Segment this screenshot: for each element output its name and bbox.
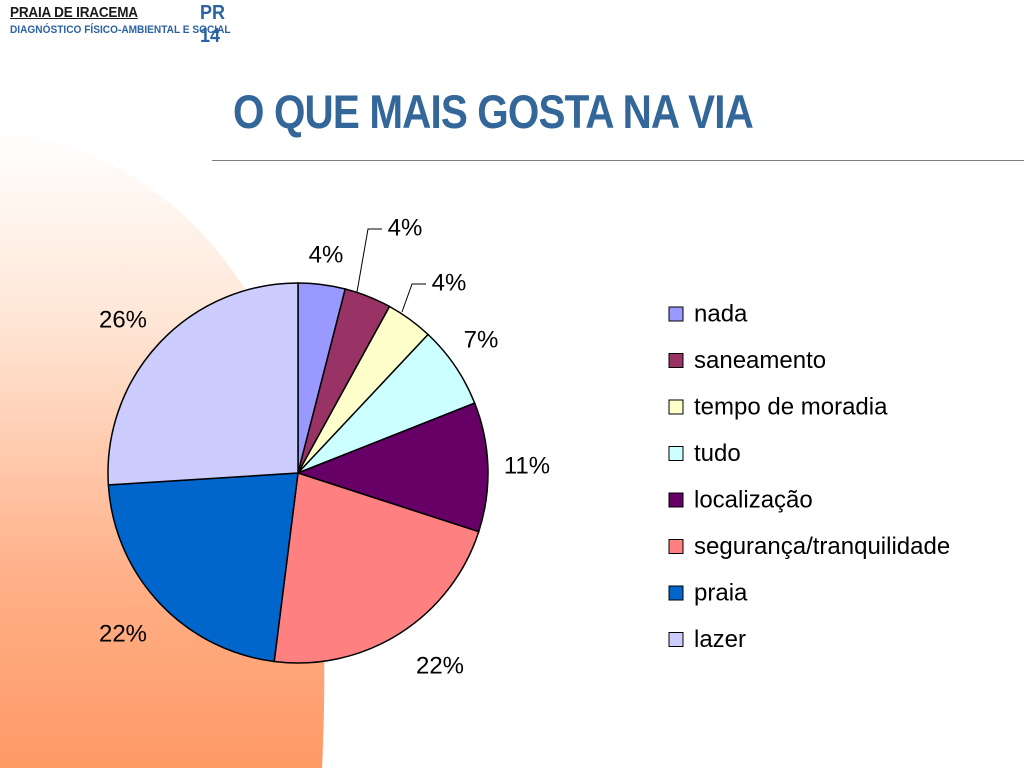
data-label: 7% bbox=[464, 326, 499, 353]
data-label: 4% bbox=[432, 269, 467, 296]
data-label: 4% bbox=[388, 214, 423, 241]
chart-legend: nada saneamento tempo de moradia tudo locali… bbox=[668, 300, 950, 653]
pie-slice-lazer bbox=[107, 282, 299, 486]
data-label-leader bbox=[401, 283, 426, 313]
legend-swatch bbox=[668, 446, 684, 461]
legend-swatch bbox=[668, 399, 684, 415]
header: PRAIA DE IRACEMA PR 14 DIAGNÓSTICO FÍSIC… bbox=[10, 2, 250, 47]
legend-label: saneamento bbox=[694, 347, 826, 374]
pie-slices bbox=[107, 282, 489, 664]
legend-swatch bbox=[668, 306, 684, 322]
org-name: PRAIA DE IRACEMA bbox=[10, 4, 138, 21]
data-label: 26% bbox=[99, 306, 147, 333]
data-label-leader bbox=[356, 228, 382, 293]
data-label: 22% bbox=[99, 620, 147, 647]
legend-label: tudo bbox=[694, 440, 741, 467]
legend-label: lazer bbox=[694, 626, 746, 653]
legend-swatch bbox=[668, 585, 684, 601]
legend-swatch bbox=[668, 632, 684, 647]
legend-label: nada bbox=[694, 300, 748, 327]
legend-swatch bbox=[668, 492, 684, 508]
pie-slice-praia bbox=[107, 472, 299, 663]
data-label: 11% bbox=[504, 452, 550, 479]
title-divider bbox=[212, 160, 1024, 161]
legend-label: praia bbox=[694, 579, 748, 606]
data-label: 22% bbox=[416, 652, 464, 679]
legend-label: segurança/tranquilidade bbox=[694, 533, 950, 560]
doc-code: PR 14 bbox=[200, 2, 226, 47]
legend-label: localização bbox=[694, 486, 813, 513]
data-label: 4% bbox=[309, 241, 344, 268]
legend-swatch bbox=[668, 353, 684, 368]
doc-subtitle: DIAGNÓSTICO FÍSICO-AMBIENTAL E SOCIAL bbox=[10, 24, 231, 36]
legend-swatch bbox=[668, 539, 684, 554]
pie-slice-localiza-o bbox=[295, 402, 489, 533]
legend-label: tempo de moradia bbox=[694, 393, 888, 420]
slide-title: O QUE MAIS GOSTA NA VIA bbox=[233, 85, 754, 138]
pie-slice-seguran-a-tranquilidade bbox=[273, 472, 480, 664]
